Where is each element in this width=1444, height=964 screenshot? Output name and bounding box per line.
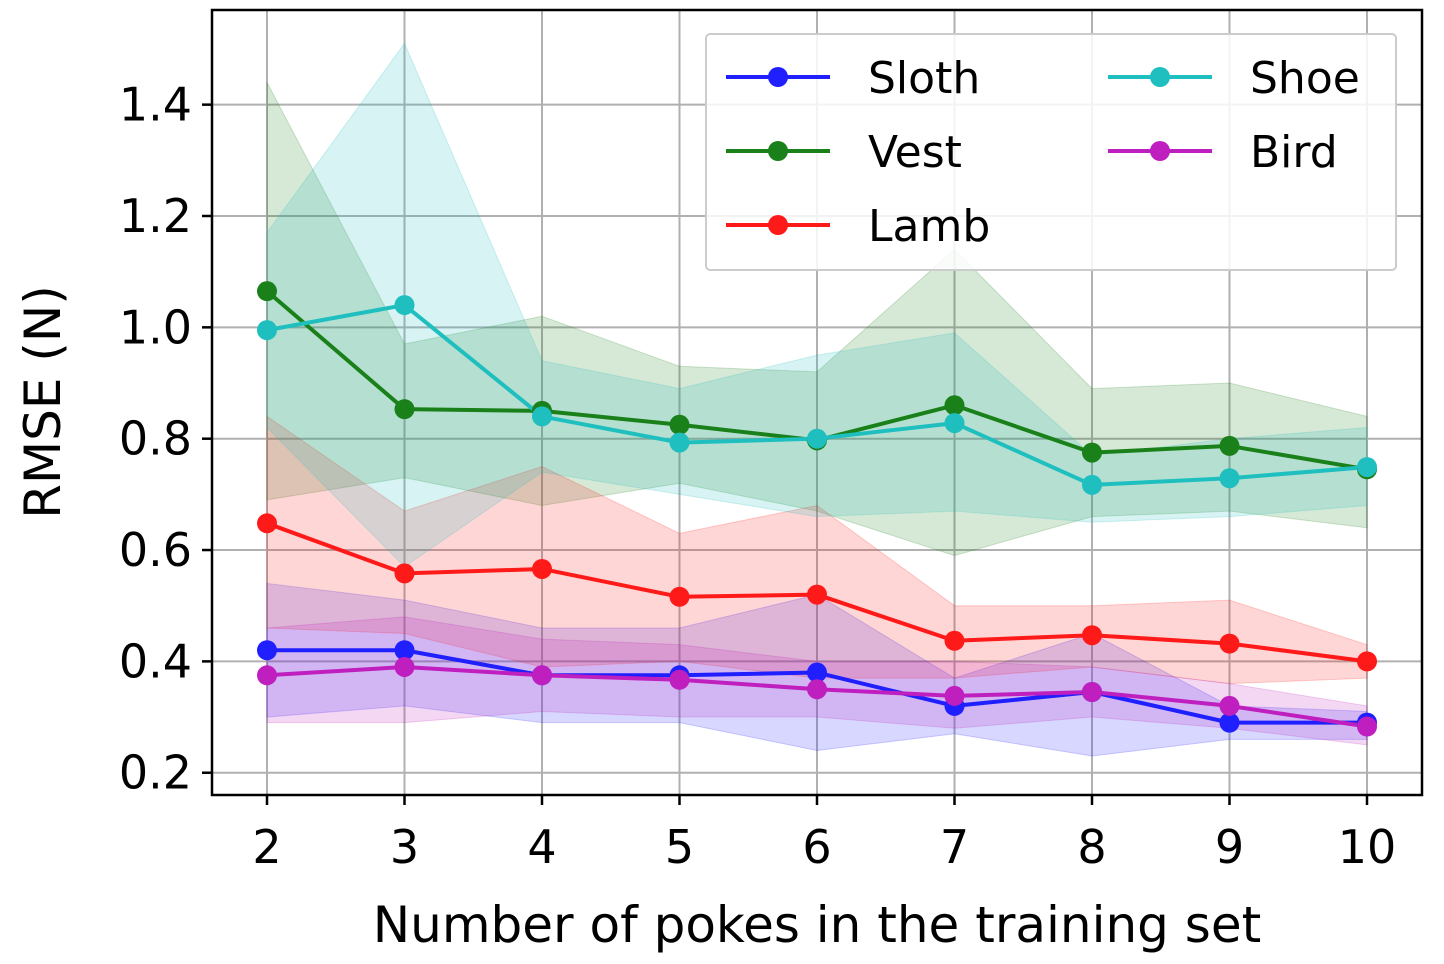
legend-label: Sloth [868, 53, 980, 104]
x-axis-label: Number of pokes in the training set [373, 896, 1261, 954]
x-tick-label: 2 [252, 820, 281, 874]
point-lamb [807, 584, 827, 605]
y-tick-label: 0.2 [119, 746, 192, 800]
point-sloth [1219, 712, 1240, 733]
point-bird [394, 656, 415, 677]
point-sloth [394, 640, 415, 661]
point-lamb [1082, 625, 1102, 646]
point-bird [1219, 695, 1240, 716]
legend-marker [1150, 141, 1170, 161]
legend-label: Bird [1250, 127, 1338, 178]
band-shoe [266, 42, 1368, 568]
x-tick-label: 7 [940, 820, 969, 874]
x-tick-label: 9 [1215, 820, 1244, 874]
point-lamb [1219, 633, 1240, 654]
legend: Sloth Vest Lamb Shoe Bird [705, 33, 1397, 271]
y-tick-label: 1.0 [119, 300, 192, 354]
x-tick-label: 8 [1077, 820, 1106, 874]
point-shoe [394, 295, 415, 316]
point-shoe [944, 413, 965, 434]
legend-item-sloth: Sloth [726, 53, 980, 104]
point-lamb [1357, 651, 1377, 672]
x-axis-ticks: 2 3 4 5 6 7 8 9 10 [252, 795, 1396, 874]
point-bird [1082, 682, 1102, 703]
point-bird [669, 669, 690, 690]
x-tick-label: 4 [527, 820, 556, 874]
x-tick-label: 10 [1338, 820, 1397, 874]
point-shoe [1357, 457, 1377, 478]
point-shoe [257, 320, 277, 341]
point-shoe [1219, 468, 1240, 489]
legend-item-lamb: Lamb [726, 201, 990, 252]
legend-marker [768, 215, 788, 235]
point-vest [394, 399, 415, 420]
point-shoe [532, 406, 552, 427]
point-vest [1219, 435, 1240, 456]
y-tick-label: 1.4 [119, 78, 192, 132]
point-bird [532, 665, 552, 686]
point-vest [1082, 442, 1102, 463]
legend-box [705, 33, 1397, 271]
point-sloth [807, 662, 827, 683]
point-shoe [669, 432, 690, 453]
point-vest [669, 414, 690, 435]
point-sloth [257, 640, 277, 661]
y-tick-label: 0.8 [119, 412, 192, 466]
point-lamb [394, 563, 415, 584]
legend-marker [768, 67, 788, 87]
y-tick-label: 0.6 [119, 523, 192, 577]
legend-item-shoe: Shoe [1108, 53, 1360, 104]
series-points [257, 281, 1377, 737]
point-vest [944, 395, 965, 416]
point-bird [807, 679, 827, 700]
point-bird [944, 685, 965, 706]
y-tick-label: 1.2 [119, 189, 192, 243]
x-tick-label: 3 [390, 820, 419, 874]
legend-label: Shoe [1250, 53, 1360, 104]
legend-item-vest: Vest [726, 127, 962, 178]
legend-label: Vest [868, 127, 962, 178]
band-vest [266, 82, 1368, 557]
point-lamb [669, 586, 690, 607]
point-vest [257, 281, 277, 302]
point-lamb [257, 513, 277, 534]
y-axis-label: RMSE (N) [14, 285, 72, 519]
point-bird [257, 665, 277, 686]
point-shoe [807, 428, 827, 449]
point-shoe [1082, 474, 1102, 495]
y-axis-ticks: 0.2 0.4 0.6 0.8 1.0 1.2 1.4 [119, 78, 212, 800]
legend-marker [768, 141, 788, 161]
legend-label: Lamb [868, 201, 990, 252]
point-bird [1357, 716, 1377, 737]
point-lamb [944, 630, 965, 651]
y-tick-label: 0.4 [119, 634, 192, 688]
x-tick-label: 6 [802, 820, 831, 874]
legend-marker [1150, 67, 1170, 87]
legend-item-bird: Bird [1108, 127, 1338, 178]
point-lamb [532, 558, 552, 579]
x-tick-label: 5 [665, 820, 694, 874]
